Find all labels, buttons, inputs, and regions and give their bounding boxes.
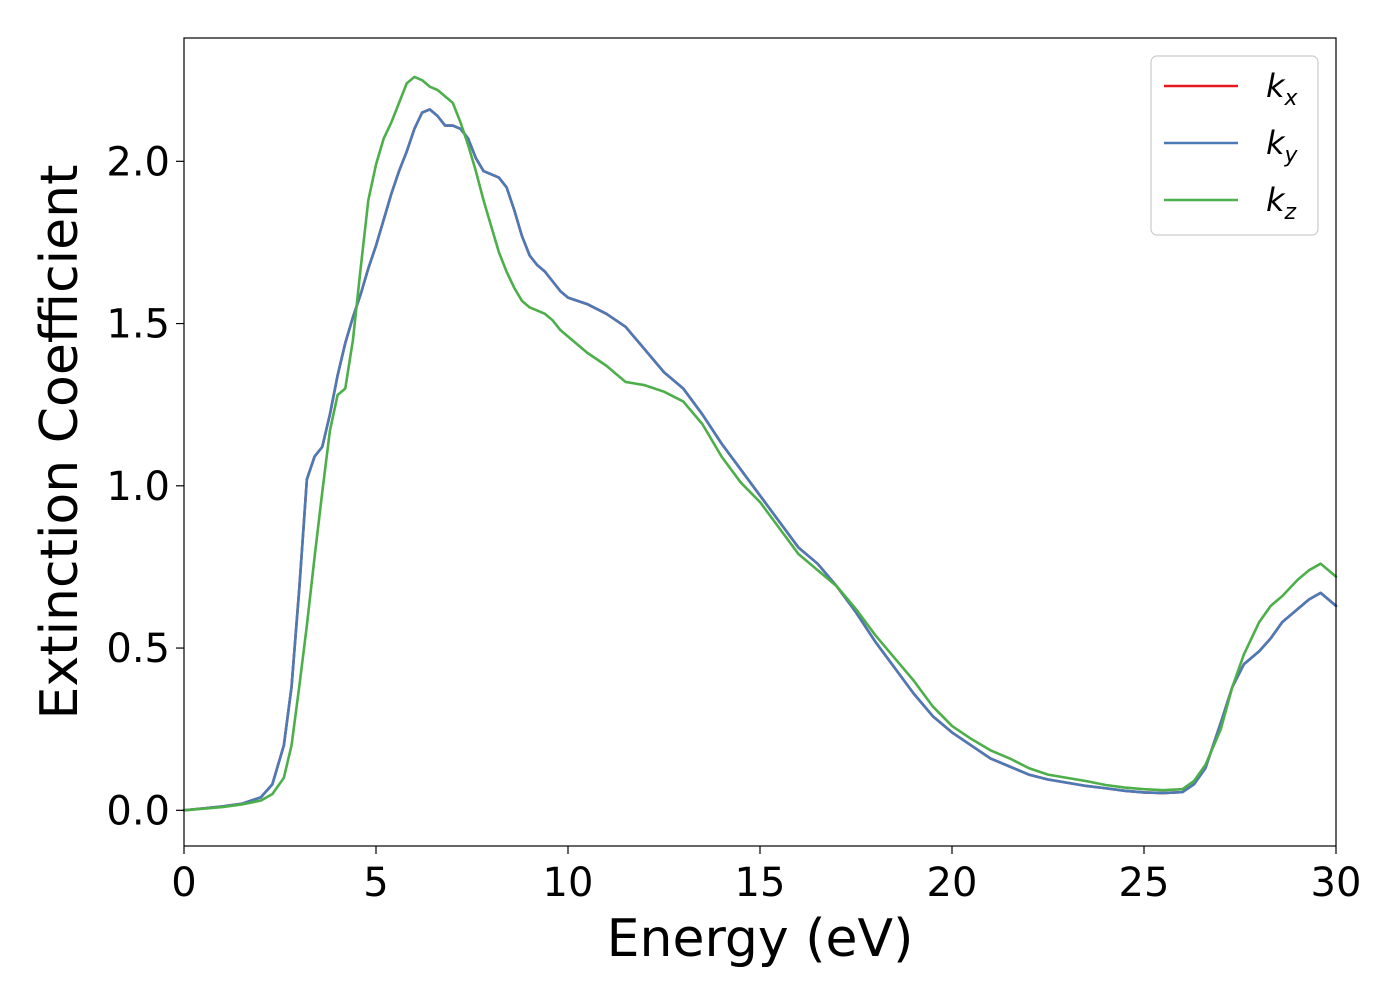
y-tick-label: 0.5: [106, 626, 170, 672]
x-tick-label: 25: [1119, 860, 1170, 906]
legend-label-kx: kx: [1266, 67, 1299, 111]
plot-background: [184, 38, 1336, 846]
series-line-kz: [182, 75, 1338, 812]
x-tick-label: 5: [363, 860, 388, 906]
legend-label-kz: kz: [1266, 181, 1297, 225]
y-axis-label: Extinction Coefficient: [30, 165, 90, 720]
series-layer: [182, 75, 1338, 812]
x-axis-label: Energy (eV): [607, 909, 914, 969]
series-line-ky: [182, 108, 1338, 812]
y-axis: 0.0 0.5 1.0 1.5 2.0: [106, 139, 184, 834]
y-tick-label: 1.5: [106, 302, 170, 348]
y-tick-label: 2.0: [106, 139, 170, 185]
y-tick-label: 1.0: [106, 464, 170, 510]
x-tick-label: 20: [927, 860, 978, 906]
x-tick-label: 0: [171, 860, 196, 906]
legend-label-ky: ky: [1266, 124, 1299, 168]
y-tick-label: 0.0: [106, 788, 170, 834]
x-tick-label: 30: [1311, 860, 1362, 906]
x-axis: 0 5 10 15 20 25 30: [171, 846, 1361, 906]
legend: kx ky kz: [1150, 55, 1319, 236]
x-tick-label: 15: [735, 860, 786, 906]
x-tick-label: 10: [543, 860, 594, 906]
legend-box: [1150, 55, 1319, 236]
